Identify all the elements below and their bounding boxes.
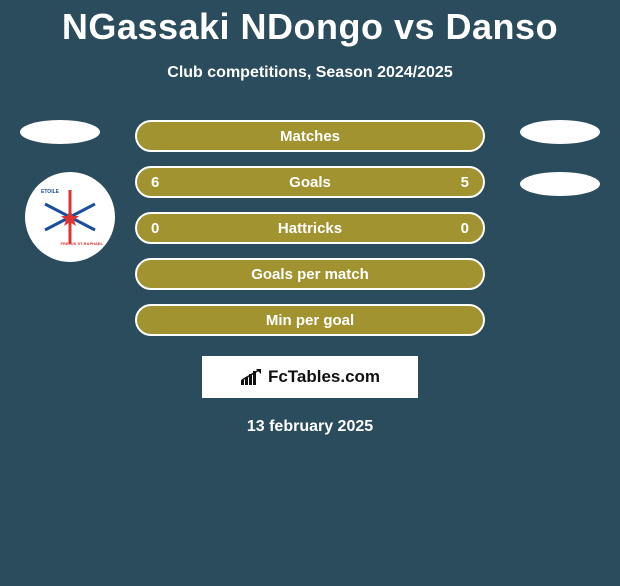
- stat-row-min-per-goal: Min per goal: [135, 304, 485, 336]
- stat-label: Min per goal: [266, 312, 354, 329]
- page-subtitle: Club competitions, Season 2024/2025: [0, 64, 620, 82]
- stat-row-hattricks: 0 Hattricks 0: [135, 212, 485, 244]
- page-title: NGassaki NDongo vs Danso: [0, 6, 620, 48]
- left-placeholder-ellipse: [20, 120, 100, 144]
- comparison-area: ETOILE FREJUS ST-RAPHAEL Matches 6 Goals…: [0, 120, 620, 436]
- stat-left-value: 6: [151, 174, 159, 191]
- right-placeholder-ellipse-2: [520, 172, 600, 196]
- stat-row-goals-per-match: Goals per match: [135, 258, 485, 290]
- brand-footer: FcTables.com: [202, 356, 418, 398]
- stat-right-value: 5: [461, 174, 469, 191]
- logo-text-sub: FREJUS ST-RAPHAEL: [61, 242, 103, 246]
- stat-label: Hattricks: [278, 220, 342, 237]
- logo-text-main: ETOILE: [41, 190, 59, 195]
- stat-right-value: 0: [461, 220, 469, 237]
- bars-icon: [240, 368, 262, 386]
- stat-left-value: 0: [151, 220, 159, 237]
- stat-rows: Matches 6 Goals 5 0 Hattricks 0 Goals pe…: [135, 120, 485, 336]
- right-placeholder-ellipse-1: [520, 120, 600, 144]
- etoile-logo: ETOILE FREJUS ST-RAPHAEL: [35, 182, 105, 252]
- brand-text: FcTables.com: [268, 367, 380, 387]
- stat-label: Matches: [280, 128, 340, 145]
- stat-row-goals: 6 Goals 5: [135, 166, 485, 198]
- stat-label: Goals: [289, 174, 331, 191]
- left-team-logo: ETOILE FREJUS ST-RAPHAEL: [25, 172, 115, 262]
- stat-label: Goals per match: [251, 266, 369, 283]
- stat-row-matches: Matches: [135, 120, 485, 152]
- footer-date: 13 february 2025: [0, 418, 620, 436]
